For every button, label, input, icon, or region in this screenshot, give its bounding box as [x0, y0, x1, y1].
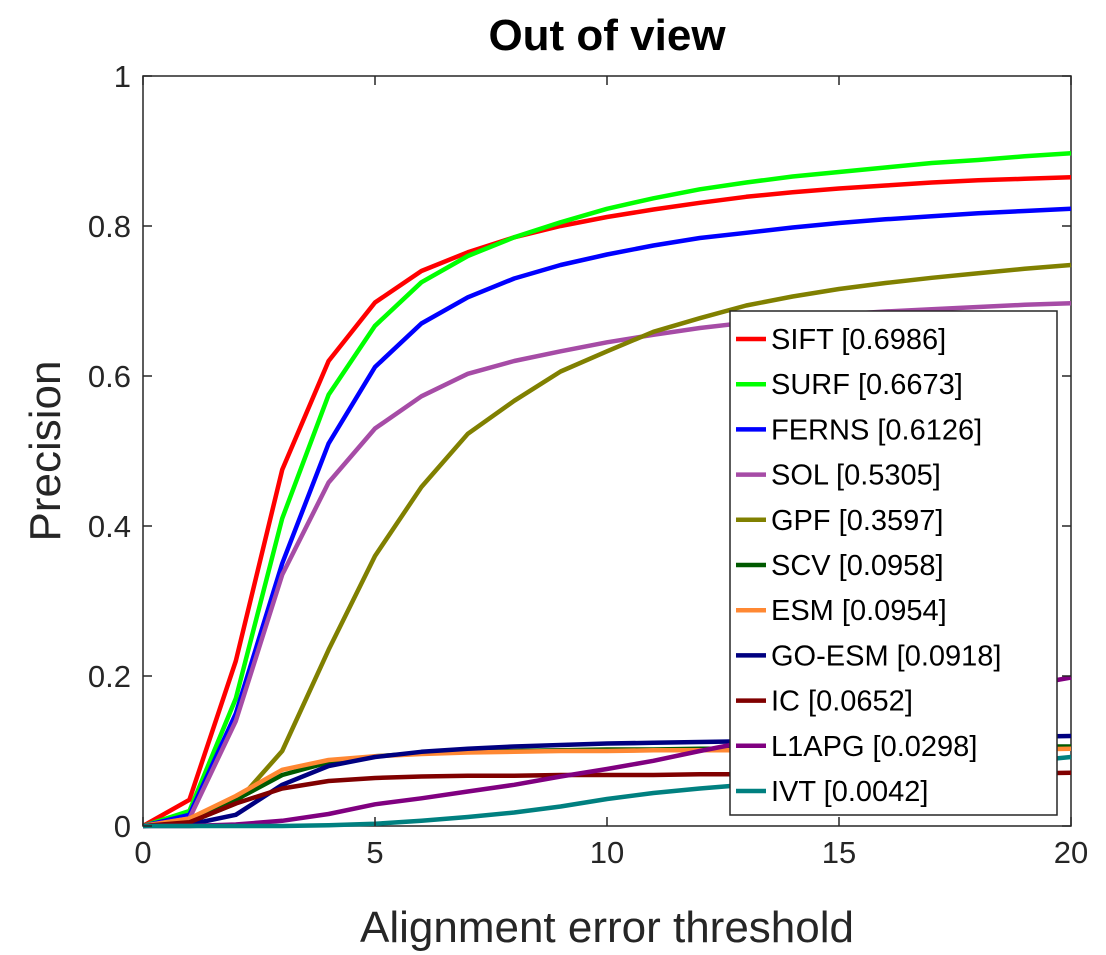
- legend-label-8: IC [0.0652]: [771, 686, 913, 718]
- y-axis-label: Precision: [21, 361, 70, 542]
- x-tick-label-3: 15: [822, 835, 856, 870]
- y-tick-label-0: 0: [114, 809, 131, 844]
- x-tick-label-1: 5: [366, 835, 383, 870]
- y-tick-label-5: 1: [114, 59, 131, 94]
- series-line-2: [142, 206, 1072, 829]
- legend-label-2: FERNS [0.6126]: [771, 414, 982, 446]
- legend-label-9: L1APG [0.0298]: [771, 731, 977, 763]
- y-tick-label-3: 0.6: [88, 359, 131, 394]
- legend: SIFT [0.6986] SURF [0.6673] FERNS [0.6126]…: [729, 310, 1058, 816]
- x-tick-label-4: 20: [1054, 835, 1088, 870]
- legend-box: [729, 310, 1058, 816]
- legend-label-10: IVT [0.0042]: [771, 776, 928, 808]
- x-tick-label-0: 0: [134, 835, 151, 870]
- y-tick-label-4: 0.8: [88, 209, 131, 244]
- legend-label-6: ESM [0.0954]: [771, 595, 947, 627]
- legend-label-5: SCV [0.0958]: [771, 550, 944, 582]
- legend-label-1: SURF [0.6673]: [771, 369, 963, 401]
- x-axis-label: Alignment error threshold: [360, 903, 854, 952]
- series-line-3: [142, 301, 1072, 829]
- legend-label-7: GO-ESM [0.0918]: [771, 640, 1002, 672]
- x-tick-label-2: 10: [590, 835, 624, 870]
- y-tick-label-1: 0.2: [88, 659, 131, 694]
- series-line-0: [141, 175, 1072, 828]
- legend-label-0: SIFT [0.6986]: [771, 324, 946, 356]
- y-tick-label-2: 0.4: [88, 509, 131, 544]
- chart-title: Out of view: [488, 11, 726, 60]
- series-line-1: [142, 151, 1072, 829]
- legend-label-4: GPF [0.3597]: [771, 505, 944, 537]
- ticks-layer: 0 5 10 15 20 0 0.2 0.4 0.6 0.8 1: [88, 59, 1088, 870]
- series-line-4: [142, 262, 1072, 829]
- legend-label-3: SOL [0.5305]: [771, 460, 941, 492]
